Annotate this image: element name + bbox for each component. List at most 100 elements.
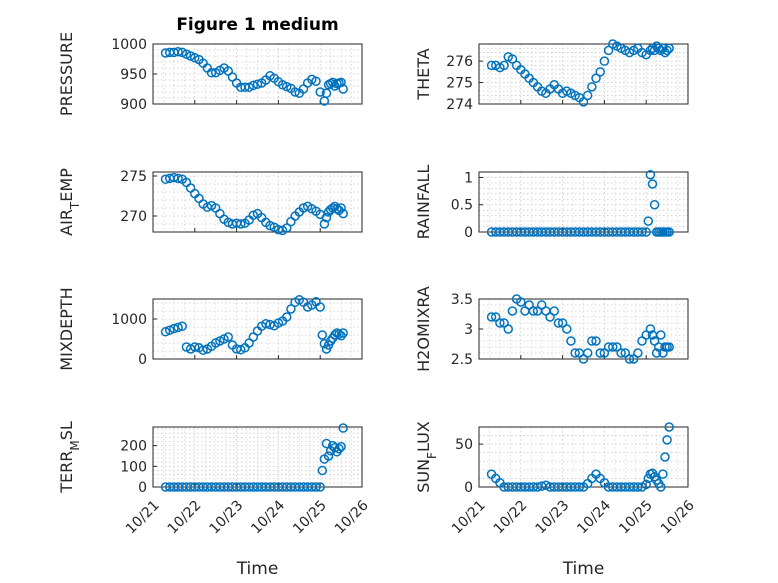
data-point-mixdepth: [177, 321, 188, 331]
data-point-rainfall: [637, 227, 647, 237]
subplot-sun_flux: 0 50 10/21 10/22 10/23 10/24 10/25 10/26 SUNFLUX: [414, 421, 698, 537]
data-point-terr_msl: [336, 441, 346, 452]
y-tick-label: 0: [138, 352, 147, 368]
x-tick-label: 10/23: [533, 497, 573, 537]
data-point-h2omixra: [495, 318, 505, 328]
subplot-rainfall: 0 0.5 1 RAINFALL: [414, 165, 689, 241]
data-point-mixdepth: [164, 325, 175, 335]
data-point-mixdepth: [198, 345, 208, 355]
data-point-air_temp: [185, 183, 196, 193]
data-point-theta: [599, 56, 610, 66]
data-point-air_temp: [319, 219, 330, 229]
x-tick-label: 10/23: [207, 497, 247, 537]
data-point-mixdepth: [160, 327, 171, 337]
data-point-h2omixra: [582, 348, 593, 358]
data-point-mixdepth: [338, 328, 348, 338]
y-tick-label: 3.5: [451, 292, 473, 308]
x-tick-label: 10/24: [248, 497, 288, 537]
data-point-sun_flux: [662, 435, 672, 445]
data-point-h2omixra: [503, 324, 514, 334]
y-axis-label-mixdepth: MIXDEPTH: [57, 287, 76, 370]
x-tick-label: 10/22: [165, 497, 205, 537]
data-point-mixdepth: [223, 332, 233, 342]
data-point-terr_msl: [321, 438, 332, 449]
data-point-mixdepth: [261, 319, 271, 329]
data-point-pressure: [173, 47, 183, 57]
data-point-h2omixra: [587, 336, 597, 346]
data-point-air_temp: [336, 203, 346, 213]
x-tick-label: 10/26: [658, 497, 698, 537]
subplot-air_temp: 270 275 AIRTEMP: [57, 168, 363, 236]
data-point-theta: [603, 45, 614, 56]
data-point-h2omixra: [566, 336, 576, 346]
data-point-air_temp: [265, 220, 275, 231]
y-tick-label: 2.5: [451, 352, 473, 368]
data-point-theta: [582, 90, 593, 101]
y-tick-label: 950: [120, 67, 147, 83]
data-point-sun_flux: [633, 482, 643, 492]
x-tick-label: 10/21: [123, 497, 163, 537]
data-point-mixdepth: [315, 302, 325, 312]
x-tick-label: 10/25: [616, 497, 656, 537]
subplot-pressure: 900 950 1000 PRESSURE: [57, 32, 363, 116]
y-tick-label: 900: [120, 97, 147, 113]
y-axis-label-terr_msl: TERRMSL: [57, 421, 82, 494]
data-point-mixdepth: [330, 330, 340, 340]
x-tick-label: 10/22: [491, 497, 531, 537]
data-point-air_temp: [215, 208, 225, 219]
data-point-sun_flux: [574, 482, 585, 492]
data-point-air_temp: [321, 212, 332, 223]
data-point-terr_msl: [317, 465, 328, 476]
data-point-pressure: [290, 87, 300, 97]
data-point-mixdepth: [169, 323, 179, 334]
y-tick-label: 276: [446, 54, 473, 70]
y-axis-label-theta: THETA: [414, 48, 433, 100]
data-point-air_temp: [173, 173, 183, 184]
subplot-terr_msl: 0 100 200 10/21 10/22 10/23 10/24 10/25 10/26 TER…: [57, 421, 372, 537]
data-point-h2omixra: [664, 342, 674, 352]
subplot-theta: 274 275 276 THETA: [414, 39, 689, 113]
data-point-air_temp: [286, 216, 296, 227]
data-point-air_temp: [338, 208, 348, 219]
data-point-theta: [595, 67, 605, 77]
axes-box: [478, 43, 689, 105]
x-tick-label: 10/21: [449, 497, 489, 537]
data-point-theta: [486, 60, 497, 71]
data-point-pressure: [315, 87, 325, 97]
y-tick-label: 0.5: [451, 198, 473, 214]
data-point-theta: [499, 60, 509, 71]
data-point-rainfall: [643, 216, 654, 226]
data-point-air_temp: [248, 210, 259, 220]
data-point-mixdepth: [190, 342, 200, 352]
x-tick-label: 10/25: [290, 497, 330, 537]
data-point-rainfall: [664, 227, 674, 237]
y-tick-label: 0: [138, 480, 147, 496]
data-point-theta: [645, 45, 656, 56]
y-tick-label: 1000: [111, 37, 147, 53]
data-point-pressure: [338, 84, 348, 94]
data-point-pressure: [252, 79, 263, 89]
data-point-h2omixra: [608, 342, 618, 352]
data-point-mixdepth: [286, 304, 296, 314]
y-tick-label: 200: [120, 439, 147, 455]
data-point-sun_flux: [641, 479, 651, 490]
data-point-rainfall: [645, 169, 656, 180]
data-point-h2omixra: [633, 348, 643, 358]
y-axis-label-pressure: PRESSURE: [57, 32, 76, 116]
subplot-h2omixra: 2.5 3 3.5 H2OMIXRA: [414, 286, 689, 372]
data-point-pressure: [321, 88, 332, 98]
data-point-air_temp: [332, 204, 342, 214]
data-point-h2omixra: [624, 354, 635, 364]
data-point-mixdepth: [282, 312, 292, 322]
y-axis-label-air_temp: AIRTEMP: [57, 168, 82, 236]
figure-title: Figure 1 medium: [176, 15, 338, 35]
subplot-mixdepth: 0 1000 MIXDEPTH: [57, 287, 363, 371]
data-point-rainfall: [647, 179, 658, 189]
y-axis-label-rainfall: RAINFALL: [414, 165, 433, 240]
data-point-h2omixra: [549, 306, 559, 316]
y-tick-label: 1: [464, 170, 473, 186]
data-point-h2omixra: [645, 324, 656, 334]
x-tick-label: 10/24: [574, 497, 614, 537]
data-point-mixdepth: [173, 322, 183, 333]
